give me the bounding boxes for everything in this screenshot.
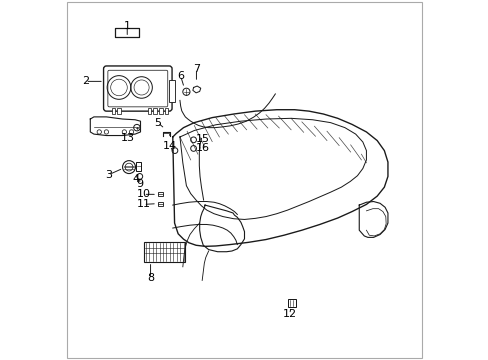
Text: 13: 13 [121,133,135,143]
Text: 8: 8 [147,273,154,283]
Bar [112,108,115,114]
Text: 9: 9 [136,179,143,189]
FancyBboxPatch shape [103,66,172,111]
Bar [158,192,163,197]
Bar [153,108,156,114]
Text: 4: 4 [132,174,140,184]
Bar [287,299,296,307]
Text: 2: 2 [81,76,89,86]
Text: 14: 14 [163,141,177,151]
Text: 16: 16 [196,143,209,153]
Bar [159,108,163,114]
Text: 12: 12 [282,310,296,319]
Text: 11: 11 [136,199,150,210]
FancyBboxPatch shape [108,70,167,107]
Text: 3: 3 [105,170,112,180]
Bar [147,108,151,114]
Bar [158,202,163,206]
Text: 5: 5 [154,118,161,128]
Text: 15: 15 [196,134,209,144]
Bar [164,108,168,114]
Bar [117,108,121,114]
Bar [144,242,185,262]
Bar [169,80,175,102]
Text: 6: 6 [177,71,184,81]
Text: 7: 7 [192,64,200,74]
Text: 1: 1 [123,21,130,31]
Text: 10: 10 [136,189,150,199]
Bar [136,162,141,171]
